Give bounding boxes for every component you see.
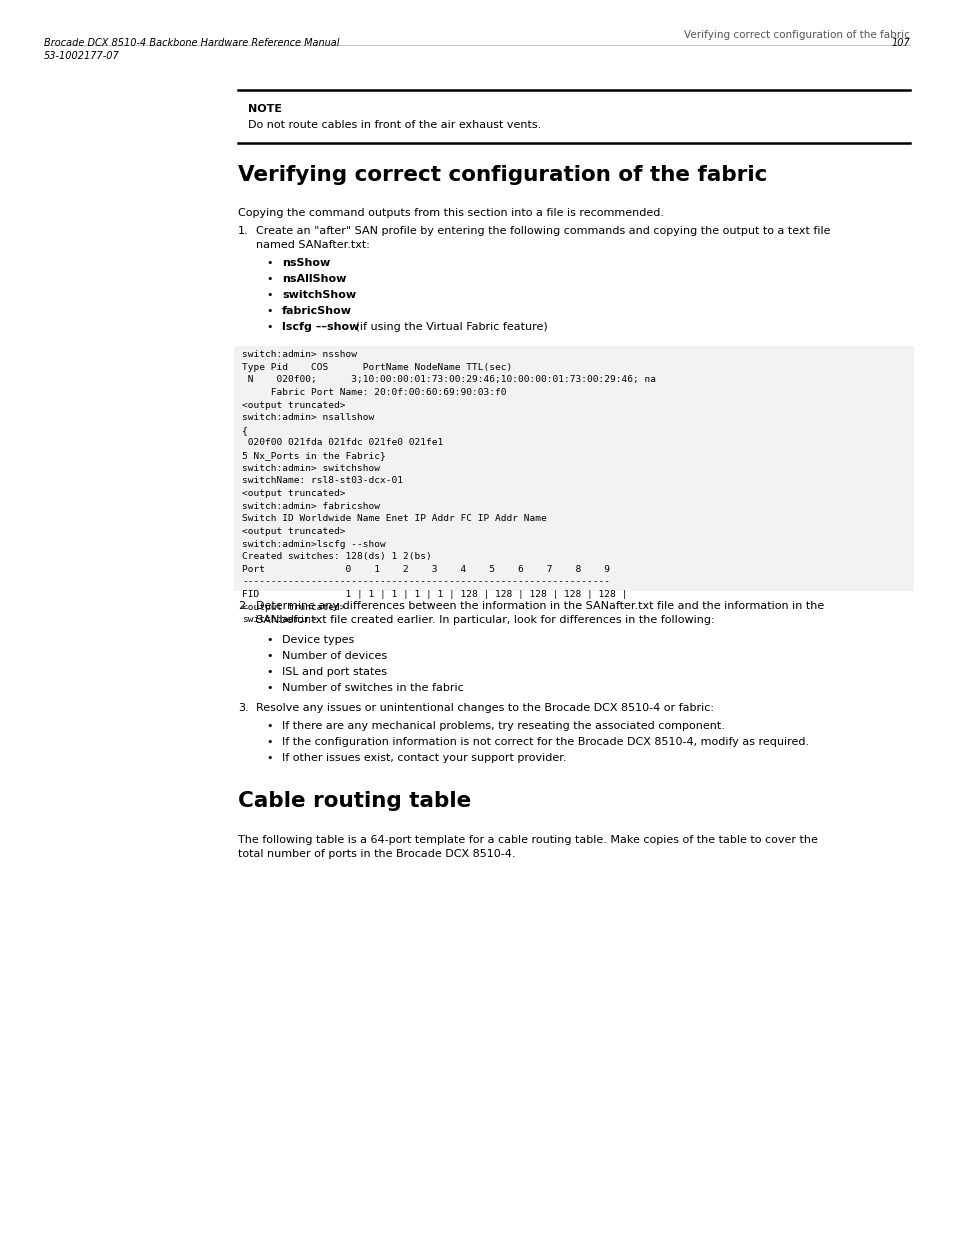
Text: Number of switches in the fabric: Number of switches in the fabric xyxy=(282,683,463,693)
Text: nsShow: nsShow xyxy=(282,258,330,268)
Text: switch:admin> nsshow
Type Pid    COS      PortName NodeName TTL(sec)
 N    020f0: switch:admin> nsshow Type Pid COS PortNa… xyxy=(242,350,656,625)
Text: If the configuration information is not correct for the Brocade DCX 8510-4, modi: If the configuration information is not … xyxy=(282,737,808,747)
Text: 1.: 1. xyxy=(237,226,249,236)
Text: •: • xyxy=(266,737,273,747)
Bar xyxy=(233,346,913,592)
Text: •: • xyxy=(266,290,273,300)
Text: •: • xyxy=(266,721,273,731)
Text: •: • xyxy=(266,667,273,677)
Text: ISL and port states: ISL and port states xyxy=(282,667,387,677)
Text: Copying the command outputs from this section into a file is recommended.: Copying the command outputs from this se… xyxy=(237,207,663,219)
Text: •: • xyxy=(266,258,273,268)
Text: nsAllShow: nsAllShow xyxy=(282,274,346,284)
Text: Create an "after" SAN profile by entering the following commands and copying the: Create an "after" SAN profile by enterin… xyxy=(255,226,830,236)
Text: Verifying correct configuration of the fabric: Verifying correct configuration of the f… xyxy=(683,30,909,40)
Text: If other issues exist, contact your support provider.: If other issues exist, contact your supp… xyxy=(282,753,566,763)
Text: Cable routing table: Cable routing table xyxy=(237,790,471,811)
Text: •: • xyxy=(266,683,273,693)
Text: •: • xyxy=(266,306,273,316)
Text: •: • xyxy=(266,635,273,645)
Text: 107: 107 xyxy=(890,38,909,48)
Text: switchShow: switchShow xyxy=(282,290,355,300)
Text: Resolve any issues or unintentional changes to the Brocade DCX 8510-4 or fabric:: Resolve any issues or unintentional chan… xyxy=(255,703,713,713)
Text: Brocade DCX 8510-4 Backbone Hardware Reference Manual: Brocade DCX 8510-4 Backbone Hardware Ref… xyxy=(44,38,339,48)
Text: Number of devices: Number of devices xyxy=(282,651,387,661)
Text: (if using the Virtual Fabric feature): (if using the Virtual Fabric feature) xyxy=(352,322,547,332)
Text: •: • xyxy=(266,274,273,284)
Text: lscfg ––show: lscfg ––show xyxy=(282,322,359,332)
Text: •: • xyxy=(266,322,273,332)
Text: NOTE: NOTE xyxy=(248,104,282,114)
Text: 53-1002177-07: 53-1002177-07 xyxy=(44,51,120,61)
Text: fabricShow: fabricShow xyxy=(282,306,352,316)
Text: 2.: 2. xyxy=(237,601,249,611)
Text: total number of ports in the Brocade DCX 8510-4.: total number of ports in the Brocade DCX… xyxy=(237,848,515,860)
Text: 3.: 3. xyxy=(237,703,249,713)
Text: SANbefor.txt file created earlier. In particular, look for differences in the fo: SANbefor.txt file created earlier. In pa… xyxy=(255,615,714,625)
Text: Determine any differences between the information in the SANafter.txt file and t: Determine any differences between the in… xyxy=(255,601,823,611)
Text: If there are any mechanical problems, try reseating the associated component.: If there are any mechanical problems, tr… xyxy=(282,721,724,731)
Text: •: • xyxy=(266,753,273,763)
Text: Do not route cables in front of the air exhaust vents.: Do not route cables in front of the air … xyxy=(248,120,540,130)
Text: named SANafter.txt:: named SANafter.txt: xyxy=(255,240,370,249)
Text: •: • xyxy=(266,651,273,661)
Text: The following table is a 64-port template for a cable routing table. Make copies: The following table is a 64-port templat… xyxy=(237,835,817,845)
Text: Device types: Device types xyxy=(282,635,354,645)
Text: Verifying correct configuration of the fabric: Verifying correct configuration of the f… xyxy=(237,165,766,185)
